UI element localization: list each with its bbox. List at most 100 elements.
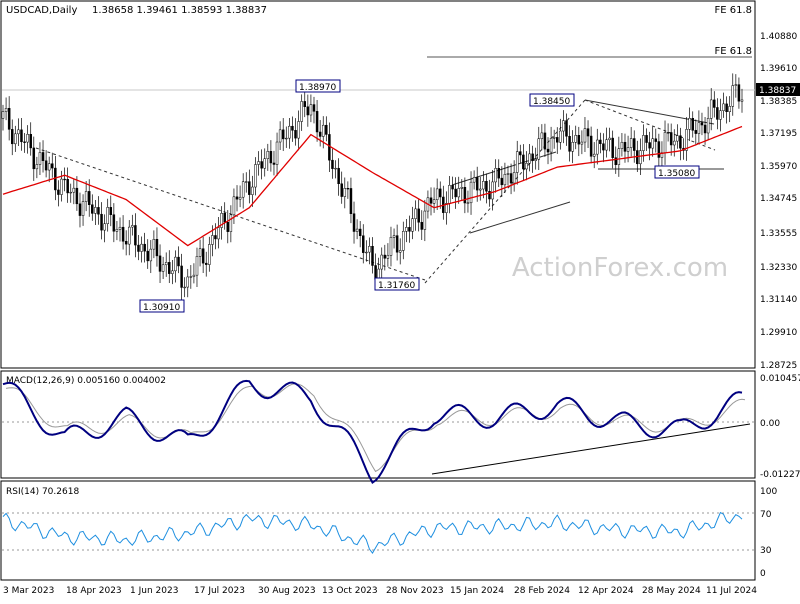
candle-body <box>556 137 559 143</box>
candle-body <box>232 196 236 216</box>
macd-tick-bottom: -0.012276 <box>760 470 800 480</box>
candle-body <box>623 141 627 152</box>
candle-body <box>315 111 319 133</box>
candle-body <box>589 135 593 157</box>
candle-body <box>620 141 624 149</box>
price-axis: 1.40880 1.39610 1.38385 1.37195 1.35970 … <box>760 32 797 371</box>
candle-body <box>654 138 658 142</box>
ohlc-values: 1.38658 1.39461 1.38593 1.38837 <box>92 5 267 16</box>
price-candles <box>1 73 744 300</box>
candle-body <box>44 160 48 171</box>
candle-body <box>186 276 189 288</box>
candle-body <box>171 270 174 274</box>
candle-body <box>124 241 128 245</box>
candle-body <box>235 196 239 200</box>
candle-body <box>248 181 251 195</box>
price-panel <box>0 0 756 369</box>
candle-body <box>728 106 731 112</box>
candle-body <box>466 202 470 204</box>
candle-body <box>349 188 353 214</box>
candle-body <box>275 141 279 165</box>
candle-body <box>398 250 402 253</box>
candle-body <box>497 168 500 179</box>
price-tick: 1.31140 <box>760 295 797 305</box>
candle-body <box>100 213 103 231</box>
candle-body <box>500 177 504 186</box>
candle-body <box>143 243 146 252</box>
candle-body <box>429 197 433 204</box>
candle-body <box>534 158 537 161</box>
candle-body <box>414 208 417 219</box>
candle-body <box>214 235 217 240</box>
candle-body <box>343 188 347 197</box>
candle-body <box>697 122 701 134</box>
candle-body <box>189 276 193 278</box>
candle-body <box>528 153 531 164</box>
candle-body <box>614 157 618 165</box>
candle-body <box>29 134 32 149</box>
price-tick: 1.39610 <box>760 64 797 74</box>
price-tick: 1.35970 <box>760 162 797 172</box>
candle-body <box>35 164 39 170</box>
rsi-tick-30: 30 <box>760 546 772 556</box>
candle-body <box>648 142 651 149</box>
candle-body <box>149 248 153 262</box>
x-tick: 28 May 2024 <box>642 586 701 596</box>
level-low-1: 1.30910 <box>143 303 180 313</box>
candle-body <box>223 213 226 223</box>
candle-body <box>94 207 97 214</box>
price-tick: 1.40880 <box>760 32 797 42</box>
candle-body <box>291 125 294 131</box>
candle-body <box>374 265 377 280</box>
macd-trendline <box>431 423 751 475</box>
candle-body <box>137 244 140 252</box>
candle-body <box>14 133 17 145</box>
candle-body <box>109 207 113 215</box>
candle-body <box>208 244 211 265</box>
candle-body <box>312 104 316 112</box>
macd-line <box>2 379 743 484</box>
candle-body <box>226 221 230 232</box>
candle-body <box>362 235 365 253</box>
candle-body <box>72 187 76 193</box>
candle-body <box>472 177 476 183</box>
candle-body <box>531 153 534 161</box>
candle-body <box>605 139 608 151</box>
candle-body <box>380 254 383 270</box>
candle-body <box>734 84 738 86</box>
candle-body <box>559 130 562 143</box>
candle-body <box>479 188 482 191</box>
symbol-label: USDCAD,Daily <box>6 5 77 16</box>
candle-body <box>663 132 667 153</box>
candle-body <box>389 236 393 256</box>
candle-body <box>713 99 716 108</box>
candle-body <box>334 167 337 170</box>
candle-body <box>358 228 362 236</box>
candle-body <box>38 152 42 165</box>
macd-tick-top: 0.010457 <box>760 374 800 384</box>
macd-title: MACD(12,26,9) 0.005160 0.004002 <box>6 376 166 386</box>
candle-body <box>420 221 424 230</box>
level-support: 1.35080 <box>658 169 695 179</box>
candle-body <box>103 223 106 231</box>
candle-body <box>26 134 29 143</box>
candle-body <box>432 199 436 204</box>
candle-body <box>494 168 497 183</box>
candle-body <box>331 159 334 169</box>
x-axis: 3 Mar 2023 18 Apr 2023 1 Jun 2023 17 Jul… <box>3 586 757 596</box>
candle-body <box>220 213 223 228</box>
candle-body <box>272 162 276 165</box>
candle-body <box>57 189 60 195</box>
candle-body <box>457 188 460 198</box>
candle-body <box>469 181 473 204</box>
candle-body <box>475 177 479 191</box>
macd-signal-line <box>5 383 746 473</box>
candle-body <box>195 256 199 276</box>
candle-body <box>709 99 713 119</box>
candle-body <box>365 251 368 254</box>
candle-body <box>522 154 525 170</box>
candle-body <box>254 164 257 188</box>
candle-body <box>146 250 149 262</box>
candle-body <box>445 203 448 213</box>
candle-body <box>395 235 399 253</box>
